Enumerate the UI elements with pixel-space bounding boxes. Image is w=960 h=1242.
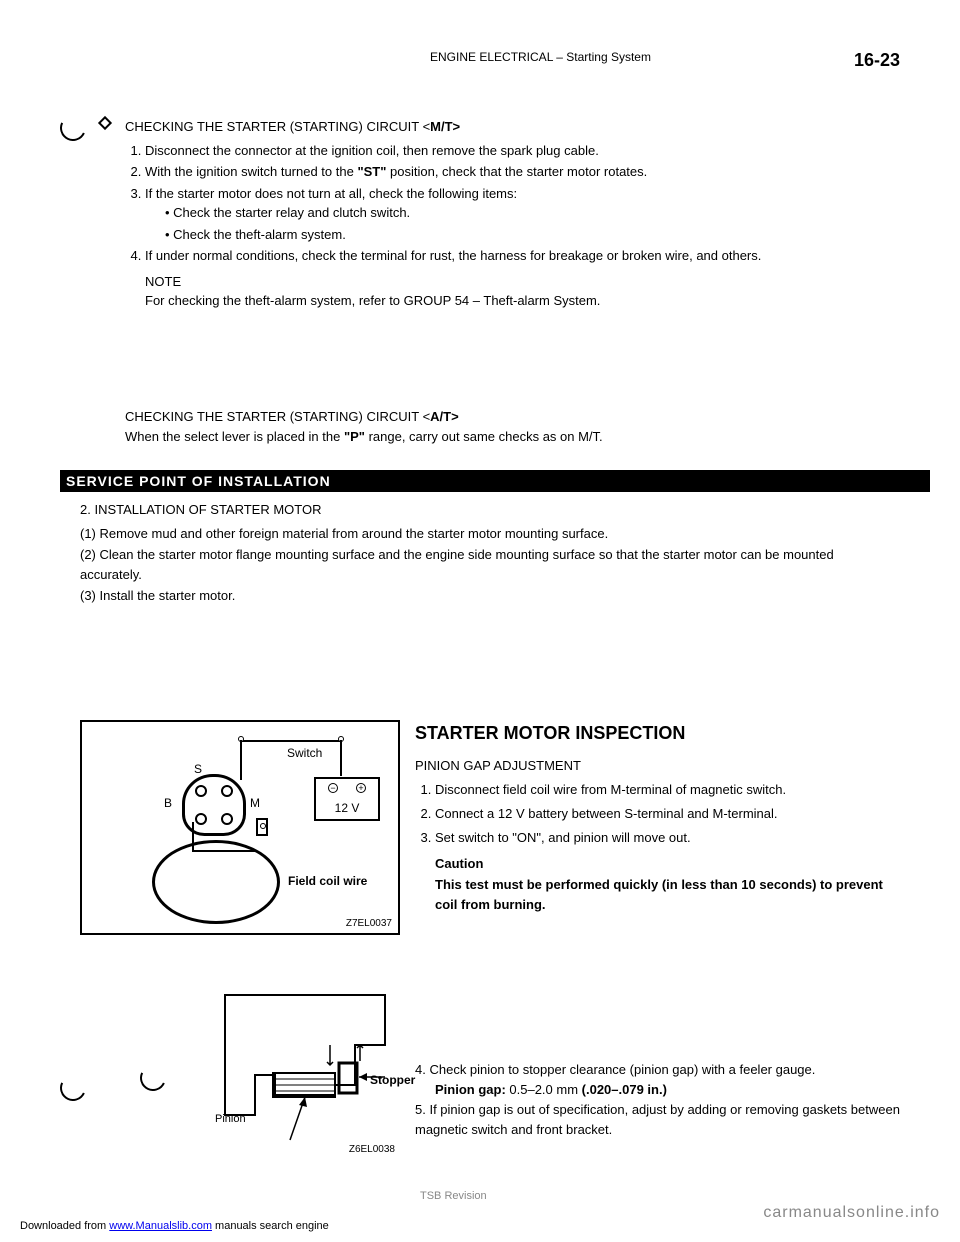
figure-circuit-diagram: Switch S B M − + 12 V Field coil wire Z7… xyxy=(80,720,400,935)
list-item: Connect a 12 V battery between S-termina… xyxy=(435,804,900,824)
margin-arc-icon xyxy=(56,111,89,144)
m-terminal-label: M xyxy=(250,796,260,810)
caution-text: This test must be performed quickly (in … xyxy=(435,875,900,915)
list-item: (1) Remove mud and other foreign materia… xyxy=(80,524,880,544)
field-coil-connector-icon xyxy=(256,818,268,836)
list-item: (2) Clean the starter motor flange mount… xyxy=(80,545,880,584)
starter-inspection-section: STARTER MOTOR INSPECTION PINION GAP ADJU… xyxy=(415,720,900,915)
figure-code: Z7EL0037 xyxy=(346,918,392,929)
wire-line xyxy=(340,740,342,776)
field-coil-label: Field coil wire xyxy=(282,872,373,890)
battery-voltage: 12 V xyxy=(316,801,378,815)
battery-minus-icon: − xyxy=(328,783,338,793)
margin-arc-icon xyxy=(56,1071,89,1104)
list-item: Disconnect the connector at the ignition… xyxy=(145,141,880,161)
check-mt-title: CHECKING THE STARTER (STARTING) CIRCUIT … xyxy=(125,119,460,134)
battery-plus-icon: + xyxy=(356,783,366,793)
list-item: If under normal conditions, check the te… xyxy=(145,246,880,266)
note-label: NOTE xyxy=(145,272,880,292)
pinion-label: Pinion xyxy=(215,1113,246,1125)
list-item: Check the theft-alarm system. xyxy=(165,225,880,245)
wire-line xyxy=(242,740,342,742)
list-item: Check the starter relay and clutch switc… xyxy=(165,203,880,223)
caution-block: Caution This test must be performed quic… xyxy=(435,854,900,914)
pinion-gap-steps: 4. Check pinion to stopper clearance (pi… xyxy=(415,1060,900,1141)
list-item: (3) Install the starter motor. xyxy=(80,586,880,606)
note-text: For checking the theft-alarm system, ref… xyxy=(145,291,880,311)
battery-icon: − + 12 V xyxy=(314,777,380,821)
install-section: 2. INSTALLATION OF STARTER MOTOR (1) Rem… xyxy=(80,500,880,608)
starter-inspection-title: STARTER MOTOR INSPECTION xyxy=(415,720,900,748)
list-item: If the starter motor does not turn at al… xyxy=(145,184,880,245)
list-item: Set switch to "ON", and pinion will move… xyxy=(435,828,900,848)
s-terminal-label: S xyxy=(194,762,202,776)
check-mt-section: CHECKING THE STARTER (STARTING) CIRCUIT … xyxy=(125,117,880,311)
check-mt-steps: Disconnect the connector at the ignition… xyxy=(145,141,880,266)
service-point-bar: SERVICE POINT OF INSTALLATION xyxy=(60,470,930,492)
b-terminal-label: B xyxy=(164,796,172,810)
watermark: carmanualsonline.info xyxy=(763,1204,940,1222)
header-breadcrumb: ENGINE ELECTRICAL – Starting System xyxy=(430,50,651,64)
figure-code: Z6EL0038 xyxy=(349,1144,395,1155)
tsb-label: TSB Revision xyxy=(420,1190,487,1202)
list-item: Disconnect field coil wire from M-termin… xyxy=(435,780,900,800)
check-at-title: CHECKING THE STARTER (STARTING) CIRCUIT … xyxy=(125,409,459,424)
check-mt-bullets: Check the starter relay and clutch switc… xyxy=(165,203,880,244)
diamond-icon xyxy=(98,116,112,130)
wire-line xyxy=(240,740,242,780)
check-at-section: CHECKING THE STARTER (STARTING) CIRCUIT … xyxy=(125,407,880,446)
pinion-steps: Disconnect field coil wire from M-termin… xyxy=(435,780,900,848)
screw-icon xyxy=(221,785,233,797)
install-subhead: 2. INSTALLATION OF STARTER MOTOR xyxy=(80,500,880,520)
pinion-gap-subhead: PINION GAP ADJUSTMENT xyxy=(415,756,900,776)
footer-link[interactable]: www.Manualslib.com xyxy=(109,1220,212,1232)
caution-label: Caution xyxy=(435,854,900,874)
stopper-label: Stopper xyxy=(370,1073,415,1087)
install-steps: (1) Remove mud and other foreign materia… xyxy=(80,524,880,606)
screw-icon xyxy=(195,785,207,797)
footer: Downloaded from www.Manualslib.com manua… xyxy=(20,1220,329,1232)
list-item: 5. If pinion gap is out of specification… xyxy=(415,1100,900,1140)
switch-label: Switch xyxy=(287,746,322,760)
page-number: 16-23 xyxy=(854,50,900,71)
list-item: 4. Check pinion to stopper clearance (pi… xyxy=(415,1060,900,1080)
pinion-gap-spec: Pinion gap: 0.5–2.0 mm (.020–.079 in.) xyxy=(435,1080,900,1100)
page-header: ENGINE ELECTRICAL – Starting System 16-2… xyxy=(80,50,900,71)
pinion-diagram-svg xyxy=(155,985,395,1145)
motor-body-icon xyxy=(152,840,280,924)
note-block: NOTE For checking the theft-alarm system… xyxy=(145,272,880,311)
check-at-step: When the select lever is placed in the "… xyxy=(125,427,880,447)
list-item: With the ignition switch turned to the "… xyxy=(145,162,880,182)
figure-pinion-gap: Pinion Stopper Z6EL0038 xyxy=(95,985,395,1155)
